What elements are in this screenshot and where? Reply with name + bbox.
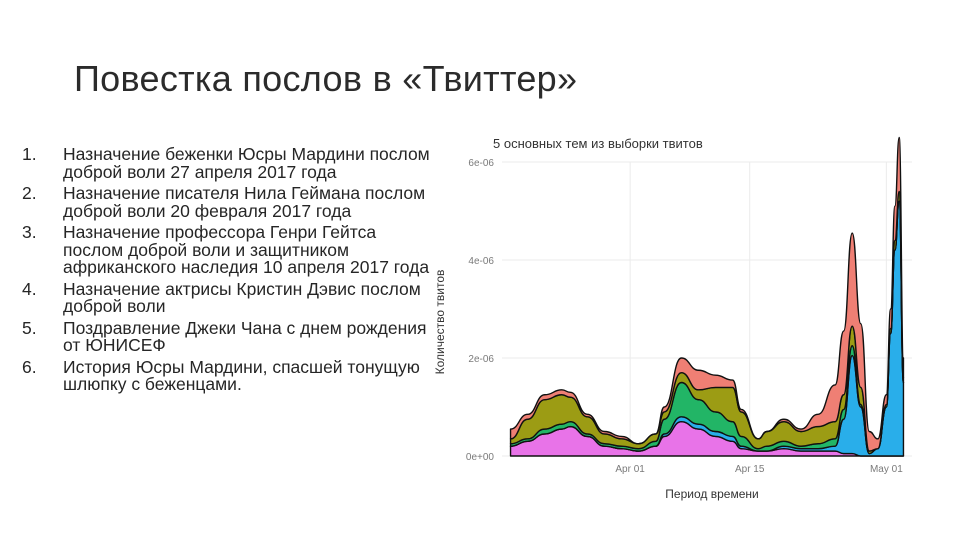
item-number: 1. — [22, 144, 37, 164]
item-number: 5. — [22, 317, 37, 338]
x-axis-label: Период времени — [665, 487, 758, 501]
item-number: 6. — [22, 356, 37, 377]
item-number: 3. — [22, 222, 37, 242]
y-tick-label: 0e+00 — [466, 452, 495, 463]
agenda-list: 1. Назначение беженки Юсры Мардини послом… — [22, 144, 432, 398]
chart-title: 5 основных тем из выборки твитов — [493, 136, 703, 151]
item-number: 2. — [22, 183, 37, 203]
agenda-item: 5. Поздравление Джеки Чана с днем рождени… — [22, 317, 432, 355]
stacked-area-chart: 5 основных тем из выборки твитов Количес… — [433, 136, 912, 501]
agenda-item: 3. Назначение профессора Генри Гейтса пос… — [22, 222, 432, 277]
agenda-item: 6. История Юсры Мардини, спасшей тонущую … — [22, 356, 432, 394]
y-tick-label: 6e-06 — [468, 158, 494, 169]
item-text: Поздравление Джеки Чана с днем рождения … — [63, 317, 427, 355]
x-tick-label: May 01 — [870, 464, 903, 475]
x-tick-label: Apr 15 — [735, 464, 765, 475]
item-text: Назначение беженки Юсры Мардини послом д… — [63, 144, 430, 182]
y-tick-label: 4e-06 — [468, 256, 494, 267]
chart-container: 5 основных тем из выборки твитов Количес… — [430, 122, 950, 502]
item-text: Назначение писателя Нила Геймана послом … — [63, 183, 426, 221]
x-tick-label: Apr 01 — [615, 464, 645, 475]
y-tick-label: 2e-06 — [468, 354, 494, 365]
agenda-item: 2. Назначение писателя Нила Геймана посло… — [22, 183, 432, 221]
item-text: Назначение актрисы Кристин Дэвис послом … — [63, 278, 421, 316]
agenda-item: 4. Назначение актрисы Кристин Дэвис посло… — [22, 278, 432, 316]
item-number: 4. — [22, 278, 37, 299]
y-axis-label: Количество твитов — [433, 270, 447, 375]
series-area — [509, 136, 905, 452]
slide-title: Повестка послов в «Твиттер» — [74, 58, 578, 99]
item-text: Назначение профессора Генри Гейтса посло… — [63, 222, 430, 277]
agenda-item: 1. Назначение беженки Юсры Мардини послом… — [22, 144, 432, 182]
item-text: История Юсры Мардини, спасшей тонущую шл… — [63, 356, 420, 394]
